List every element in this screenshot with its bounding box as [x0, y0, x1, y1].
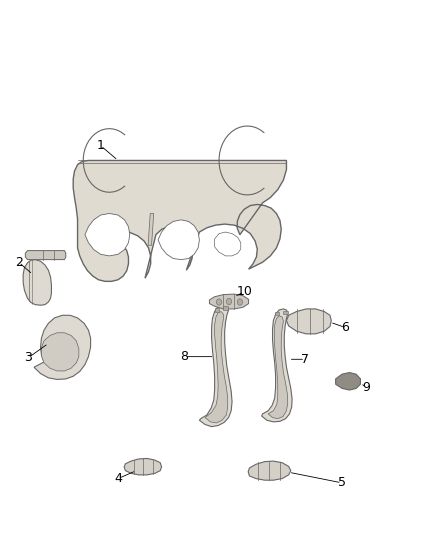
Text: 5: 5	[338, 477, 346, 489]
Polygon shape	[215, 308, 219, 312]
Polygon shape	[261, 309, 292, 422]
Polygon shape	[248, 461, 291, 480]
Text: 3: 3	[25, 351, 32, 364]
Text: 7: 7	[301, 353, 309, 366]
Text: 6: 6	[341, 321, 349, 334]
Polygon shape	[73, 160, 286, 281]
Polygon shape	[124, 458, 162, 475]
Text: 10: 10	[237, 286, 252, 298]
Polygon shape	[42, 333, 79, 371]
Text: 8: 8	[180, 350, 188, 363]
Text: 4: 4	[114, 472, 122, 485]
Polygon shape	[158, 220, 199, 260]
Polygon shape	[85, 214, 130, 256]
Circle shape	[216, 299, 222, 305]
Polygon shape	[209, 294, 249, 309]
Polygon shape	[286, 309, 331, 334]
Text: 9: 9	[362, 381, 370, 394]
Polygon shape	[268, 316, 288, 419]
Circle shape	[237, 299, 243, 305]
Polygon shape	[283, 311, 288, 314]
Polygon shape	[148, 214, 154, 245]
Polygon shape	[25, 251, 66, 260]
Polygon shape	[223, 306, 228, 310]
Polygon shape	[199, 305, 232, 426]
Polygon shape	[23, 260, 51, 305]
Text: 1: 1	[97, 139, 105, 152]
Polygon shape	[215, 232, 241, 256]
Polygon shape	[34, 316, 91, 379]
Polygon shape	[336, 373, 360, 390]
Circle shape	[226, 298, 232, 305]
Polygon shape	[275, 312, 279, 316]
Polygon shape	[205, 312, 228, 423]
Text: 2: 2	[15, 256, 23, 269]
